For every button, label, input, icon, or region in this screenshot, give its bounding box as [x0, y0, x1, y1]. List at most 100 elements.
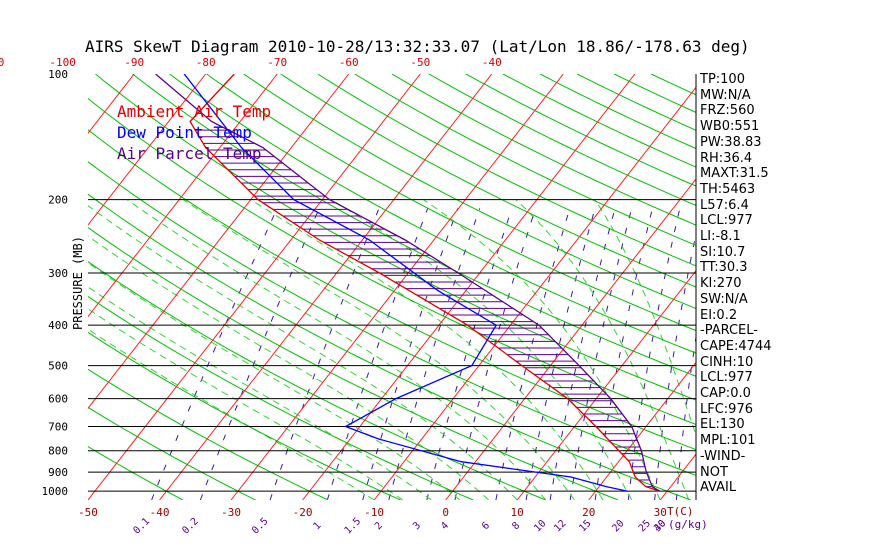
- dry-adiabat: [88, 260, 546, 500]
- top-temp-label: -90: [124, 56, 144, 69]
- pressure-label: 300: [48, 267, 68, 280]
- dry-adiabat: [391, 74, 696, 226]
- index-item: LCL:977: [700, 370, 753, 386]
- moist-adiabat: [183, 199, 575, 500]
- isotherm: [302, 74, 636, 500]
- bottom-temp-label: 20: [582, 506, 595, 519]
- mixing-ratio-line: [151, 208, 278, 500]
- bottom-temp-label: -10: [364, 506, 384, 519]
- index-item: NOT: [700, 464, 728, 480]
- index-item: SI:10.7: [700, 244, 746, 260]
- index-item: LI:-8.1: [700, 229, 741, 244]
- top-temp-label: -70: [267, 56, 287, 69]
- mixing-ratio-lines: [151, 208, 696, 500]
- index-item: MAXT:31.5: [700, 166, 769, 182]
- bottom-temp-label: 30: [654, 506, 667, 519]
- dry-adiabat: [95, 74, 696, 401]
- isotherm: [88, 74, 350, 410]
- dry-adiabat: [88, 226, 619, 500]
- isotherm: [88, 74, 207, 226]
- top-temp-tick-labels: -120-110-100-90-80-70-60-50-40: [0, 56, 502, 69]
- index-item: TT:30.3: [700, 260, 748, 276]
- index-item: WB0:551: [700, 119, 760, 135]
- index-item: AVAIL: [700, 480, 737, 496]
- index-item: SW:N/A: [700, 291, 748, 307]
- parcel-temp-line: [155, 74, 661, 492]
- isotherm: [803, 74, 870, 500]
- isotherm: [230, 74, 564, 500]
- bottom-temp-label: -50: [78, 506, 98, 519]
- bottom-temp-label: -20: [293, 506, 313, 519]
- dry-adiabat: [88, 406, 256, 500]
- index-item: EI:0.2: [700, 307, 738, 323]
- mixing-ratio-label: 40: [652, 518, 668, 534]
- legend-dewpoint: Dew Point Temp: [117, 123, 252, 142]
- x-axis-label: T(C): [667, 505, 694, 518]
- moist-adiabat: [515, 199, 690, 500]
- mixing-ratio-label: 4: [439, 520, 451, 532]
- mixing-ratio-label: 1.5: [343, 516, 364, 537]
- top-temp-label: -80: [196, 56, 216, 69]
- cape-hatching: [195, 129, 653, 488]
- index-item: TP:100: [700, 72, 745, 87]
- y-axis-label: PRESSURE (MB): [71, 236, 85, 330]
- index-item: PW:38.83: [700, 134, 762, 150]
- isotherm: [588, 361, 696, 500]
- mixing-ratio-label: 10: [532, 518, 548, 534]
- isotherm: [0, 74, 63, 500]
- mixing-ratio-label: 25: [637, 518, 653, 534]
- mixing-ratio-label: 0.1: [132, 516, 153, 537]
- moist-adiabat: [88, 205, 518, 500]
- dry-adiabat: [243, 74, 696, 310]
- mixing-ratio-label: 3: [411, 520, 423, 532]
- dry-adiabat: [465, 74, 696, 187]
- legend-parcel: Air Parcel Temp: [117, 144, 262, 163]
- pressure-label: 1000: [42, 485, 69, 498]
- mixing-ratio-line: [326, 208, 429, 500]
- index-item: MPL:101: [700, 433, 756, 449]
- index-item: LFC:976: [700, 401, 753, 417]
- moist-adiabat: [88, 286, 432, 500]
- bottom-temp-label: 0: [442, 506, 449, 519]
- dry-adiabat: [88, 331, 401, 500]
- dry-adiabat: [88, 161, 696, 476]
- index-item: LCL:977: [700, 213, 753, 229]
- mixing-ratio-label: 15: [577, 518, 593, 534]
- mixing-ratio-label: 12: [552, 518, 568, 534]
- dry-adiabat: [280, 74, 696, 288]
- mixing-ratio-label: 20: [610, 518, 626, 534]
- dry-adiabat: [88, 193, 691, 500]
- moist-adiabat: [88, 328, 375, 500]
- pressure-label: 400: [48, 319, 68, 332]
- index-item: RH:36.4: [700, 150, 753, 166]
- isotherm: [88, 74, 135, 134]
- dry-adiabat: [88, 97, 696, 426]
- isobars: [88, 199, 696, 492]
- pressure-label: 900: [48, 466, 68, 479]
- dry-adiabat: [132, 74, 696, 377]
- pressure-label: 200: [48, 194, 68, 207]
- bottom-temp-label: -40: [150, 506, 170, 519]
- index-item: L57:6.4: [700, 197, 749, 213]
- dry-adiabats: [88, 74, 696, 500]
- pressure-label: 500: [48, 360, 68, 373]
- isotherm: [516, 269, 696, 500]
- index-item: CINH:10: [700, 354, 754, 370]
- dry-adiabat: [206, 74, 696, 332]
- moist-adiabat: [88, 308, 404, 500]
- isotherms: [0, 74, 870, 500]
- mixing-ratio-line: [362, 208, 459, 500]
- dry-adiabat: [539, 74, 696, 150]
- mixing-ratio-label: 8: [510, 520, 522, 532]
- dry-adiabat: [502, 74, 696, 168]
- dry-adiabat: [169, 74, 696, 354]
- isotherm: [659, 453, 696, 500]
- mixing-ratio-line: [199, 208, 320, 500]
- top-temp-label: -50: [410, 56, 430, 69]
- dry-adiabat: [428, 74, 696, 206]
- mixing-ratio-label: 1: [312, 520, 324, 532]
- mixing-ratio-line: [269, 208, 380, 500]
- ambient-temp-line: [189, 74, 661, 492]
- mixing-ratio-label: 6: [480, 520, 492, 532]
